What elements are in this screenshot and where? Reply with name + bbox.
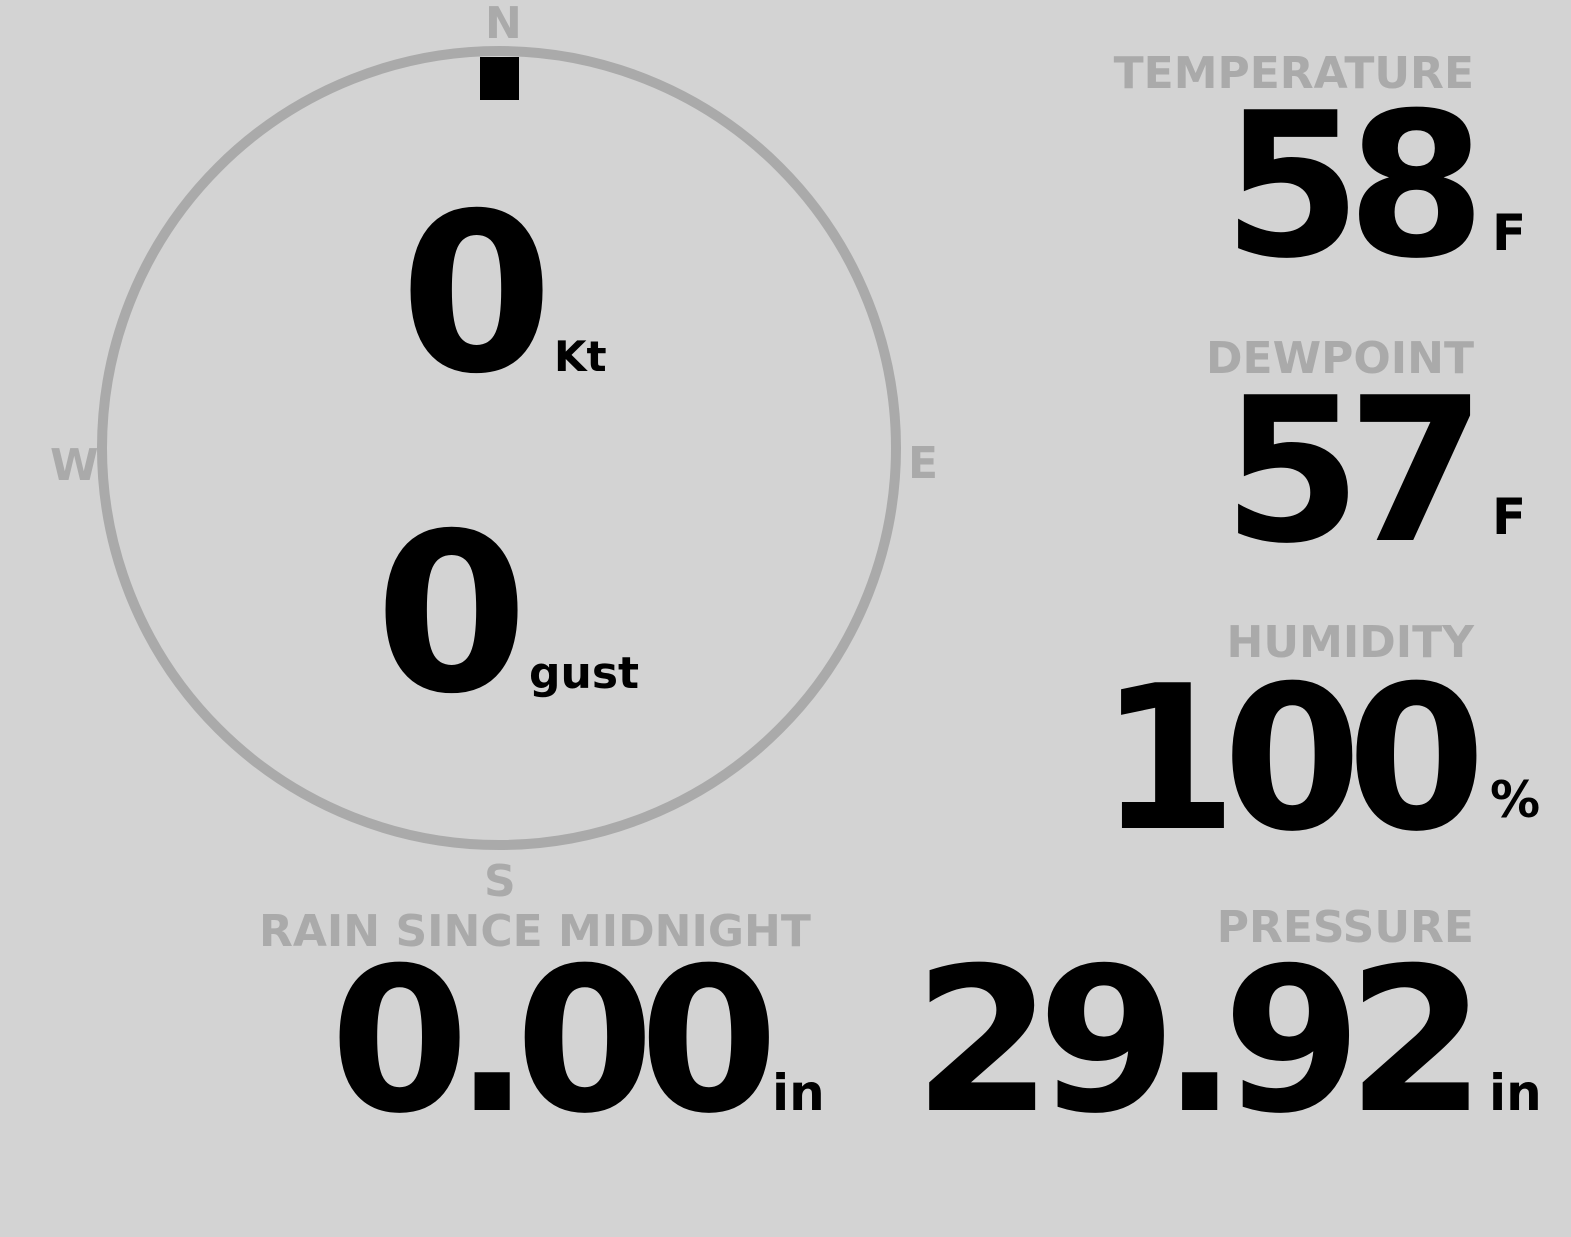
- gust-unit: gust: [529, 648, 640, 699]
- humidity-label: HUMIDITY: [1226, 617, 1474, 668]
- compass-south-label: S: [484, 856, 516, 907]
- rain-value: 0.00: [330, 925, 778, 1158]
- compass-west-label: W: [50, 440, 99, 491]
- temperature-unit: F: [1492, 204, 1527, 262]
- temperature-value: 58: [1222, 70, 1486, 303]
- rain-unit: in: [772, 1064, 825, 1122]
- dewpoint-unit: F: [1492, 488, 1527, 546]
- wind-speed-unit: Kt: [554, 332, 607, 381]
- compass-circle: [97, 46, 901, 850]
- dewpoint-label: DEWPOINT: [1206, 333, 1474, 384]
- rain-label: RAIN SINCE MIDNIGHT: [259, 906, 811, 957]
- wind-direction-marker: [480, 57, 519, 100]
- wind-speed-value: 0: [400, 166, 553, 422]
- compass-east-label: E: [908, 438, 939, 489]
- pressure-unit: in: [1489, 1064, 1542, 1122]
- pressure-label: PRESSURE: [1216, 902, 1474, 953]
- humidity-value: 100: [1098, 643, 1487, 876]
- humidity-unit: %: [1490, 771, 1541, 829]
- dewpoint-value: 57: [1222, 355, 1486, 588]
- compass-north-label: N: [485, 0, 522, 49]
- temperature-label: TEMPERATURE: [1113, 48, 1474, 99]
- pressure-value: 29.92: [913, 925, 1486, 1158]
- gust-value: 0: [375, 486, 528, 742]
